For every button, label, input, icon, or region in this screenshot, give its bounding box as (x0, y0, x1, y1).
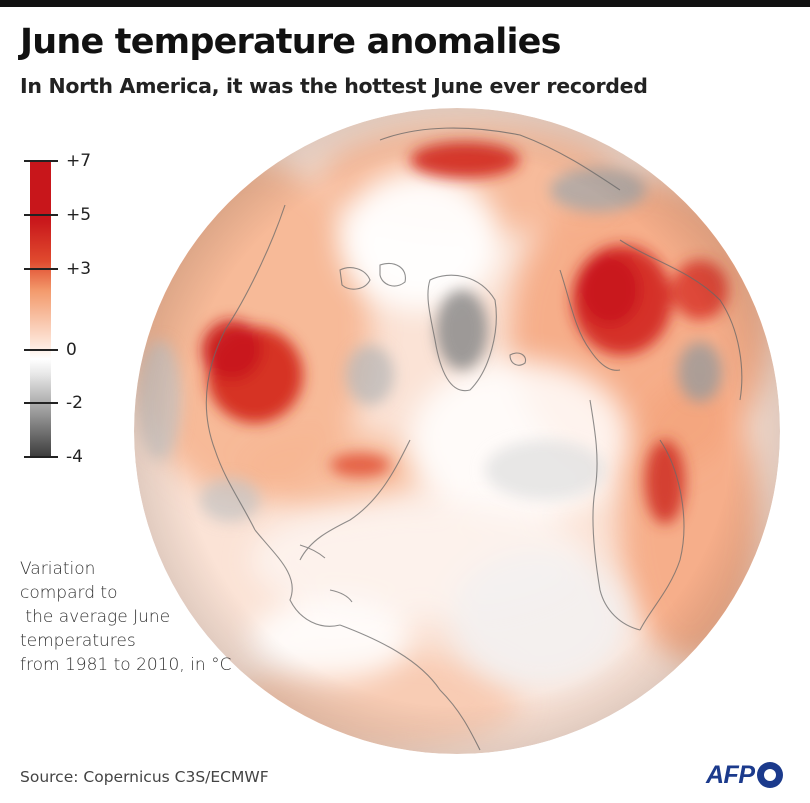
source-credit: Source: Copernicus C3S/ECMWF (20, 768, 269, 786)
afp-logo-text: AFP (706, 760, 755, 789)
anomaly-color-scale (30, 160, 51, 457)
scale-label-zero: 0 (66, 340, 77, 360)
scale-label-minus4: -4 (66, 447, 83, 467)
scale-tick-minus4 (24, 456, 58, 458)
scale-label-minus2: -2 (66, 393, 83, 413)
scale-tick-plus7 (24, 160, 58, 162)
page-subtitle: In North America, it was the hottest Jun… (20, 74, 648, 98)
afp-logo-dot-icon (756, 762, 783, 788)
page-title: June temperature anomalies (20, 22, 561, 62)
scale-tick-plus3 (24, 268, 58, 270)
scale-label-plus7: +7 (66, 151, 92, 171)
afp-logo: AFP (706, 760, 783, 790)
scale-label-plus3: +3 (66, 259, 92, 279)
scale-label-plus5: +5 (66, 205, 92, 225)
scale-tick-plus5 (24, 214, 58, 216)
scale-tick-zero (24, 349, 58, 351)
top-rule (0, 0, 810, 7)
globe-surface (134, 108, 780, 754)
scale-tick-minus2 (24, 402, 58, 404)
legend-note: Variation compard to the average June te… (20, 559, 232, 675)
